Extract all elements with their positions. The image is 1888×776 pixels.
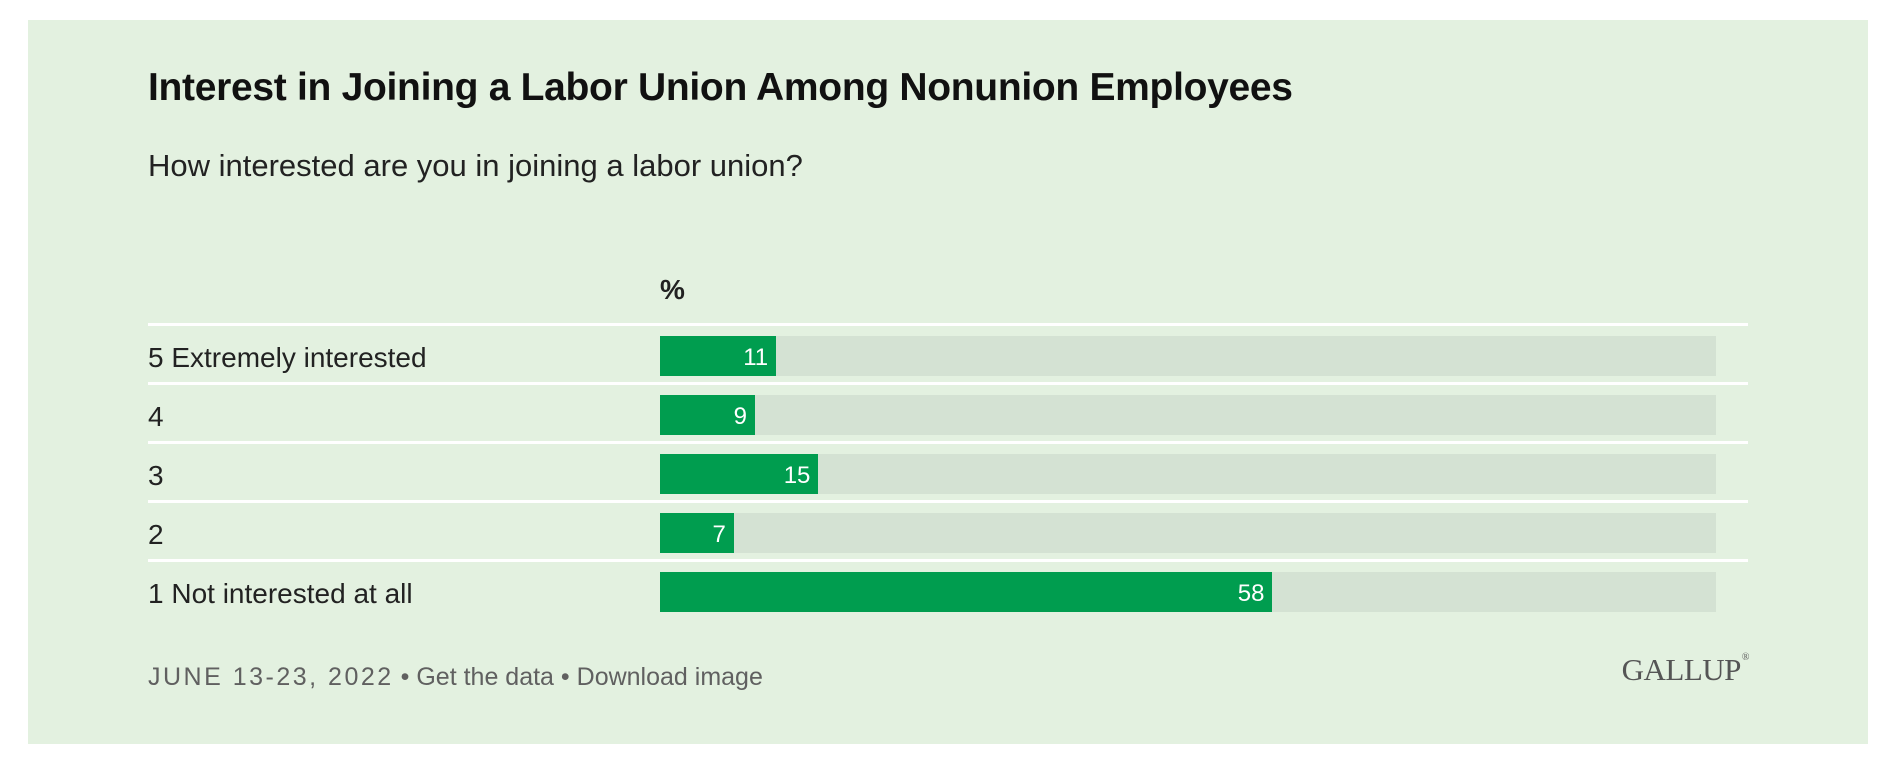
footer: JUNE 13-23, 2022 • Get the data • Downlo… [148, 663, 763, 692]
bar-row: 1 Not interested at all 58 [148, 559, 1748, 618]
bar: 7 [660, 513, 734, 553]
survey-date: JUNE 13-23, 2022 [148, 663, 394, 691]
gallup-logo: GALLUP® [1621, 652, 1750, 688]
footer-separator: • [560, 663, 570, 691]
chart-subtitle: How interested are you in joining a labo… [148, 148, 803, 183]
category-label: 4 [148, 401, 164, 432]
category-label: 5 Extremely interested [148, 342, 427, 373]
gallup-logo-text: GALLUP [1621, 652, 1742, 687]
bar-rows: 5 Extremely interested 11 4 9 3 15 2 7 1 Not int… [148, 323, 1748, 618]
gallup-logo-mark: ® [1741, 652, 1750, 663]
bar-track: 9 [660, 395, 1716, 435]
chart-title: Interest in Joining a Labor Union Among … [148, 66, 1293, 109]
value-column-header: % [660, 274, 685, 305]
bar: 58 [660, 572, 1273, 612]
bar-value-label: 11 [743, 344, 769, 371]
bar-track: 58 [660, 572, 1716, 612]
bar-row: 5 Extremely interested 11 [148, 323, 1748, 382]
bar: 11 [660, 336, 777, 376]
bar-track: 15 [660, 454, 1716, 494]
bar-track: 11 [660, 336, 1716, 376]
bar-value-label: 7 [712, 521, 726, 548]
bar: 9 [660, 395, 756, 435]
footer-separator: • [400, 663, 410, 691]
get-data-link[interactable]: Get the data [416, 663, 554, 691]
bar-value-label: 58 [1237, 580, 1265, 607]
bar-track: 7 [660, 513, 1716, 553]
bar-value-label: 15 [783, 462, 811, 489]
category-label: 2 [148, 519, 164, 550]
chart-card: Interest in Joining a Labor Union Among … [28, 20, 1868, 744]
download-image-link[interactable]: Download image [576, 663, 763, 691]
category-label: 1 Not interested at all [148, 578, 413, 609]
bar: 15 [660, 454, 819, 494]
category-label: 3 [148, 460, 164, 491]
bar-value-label: 9 [733, 403, 748, 430]
bar-row: 3 15 [148, 441, 1748, 500]
